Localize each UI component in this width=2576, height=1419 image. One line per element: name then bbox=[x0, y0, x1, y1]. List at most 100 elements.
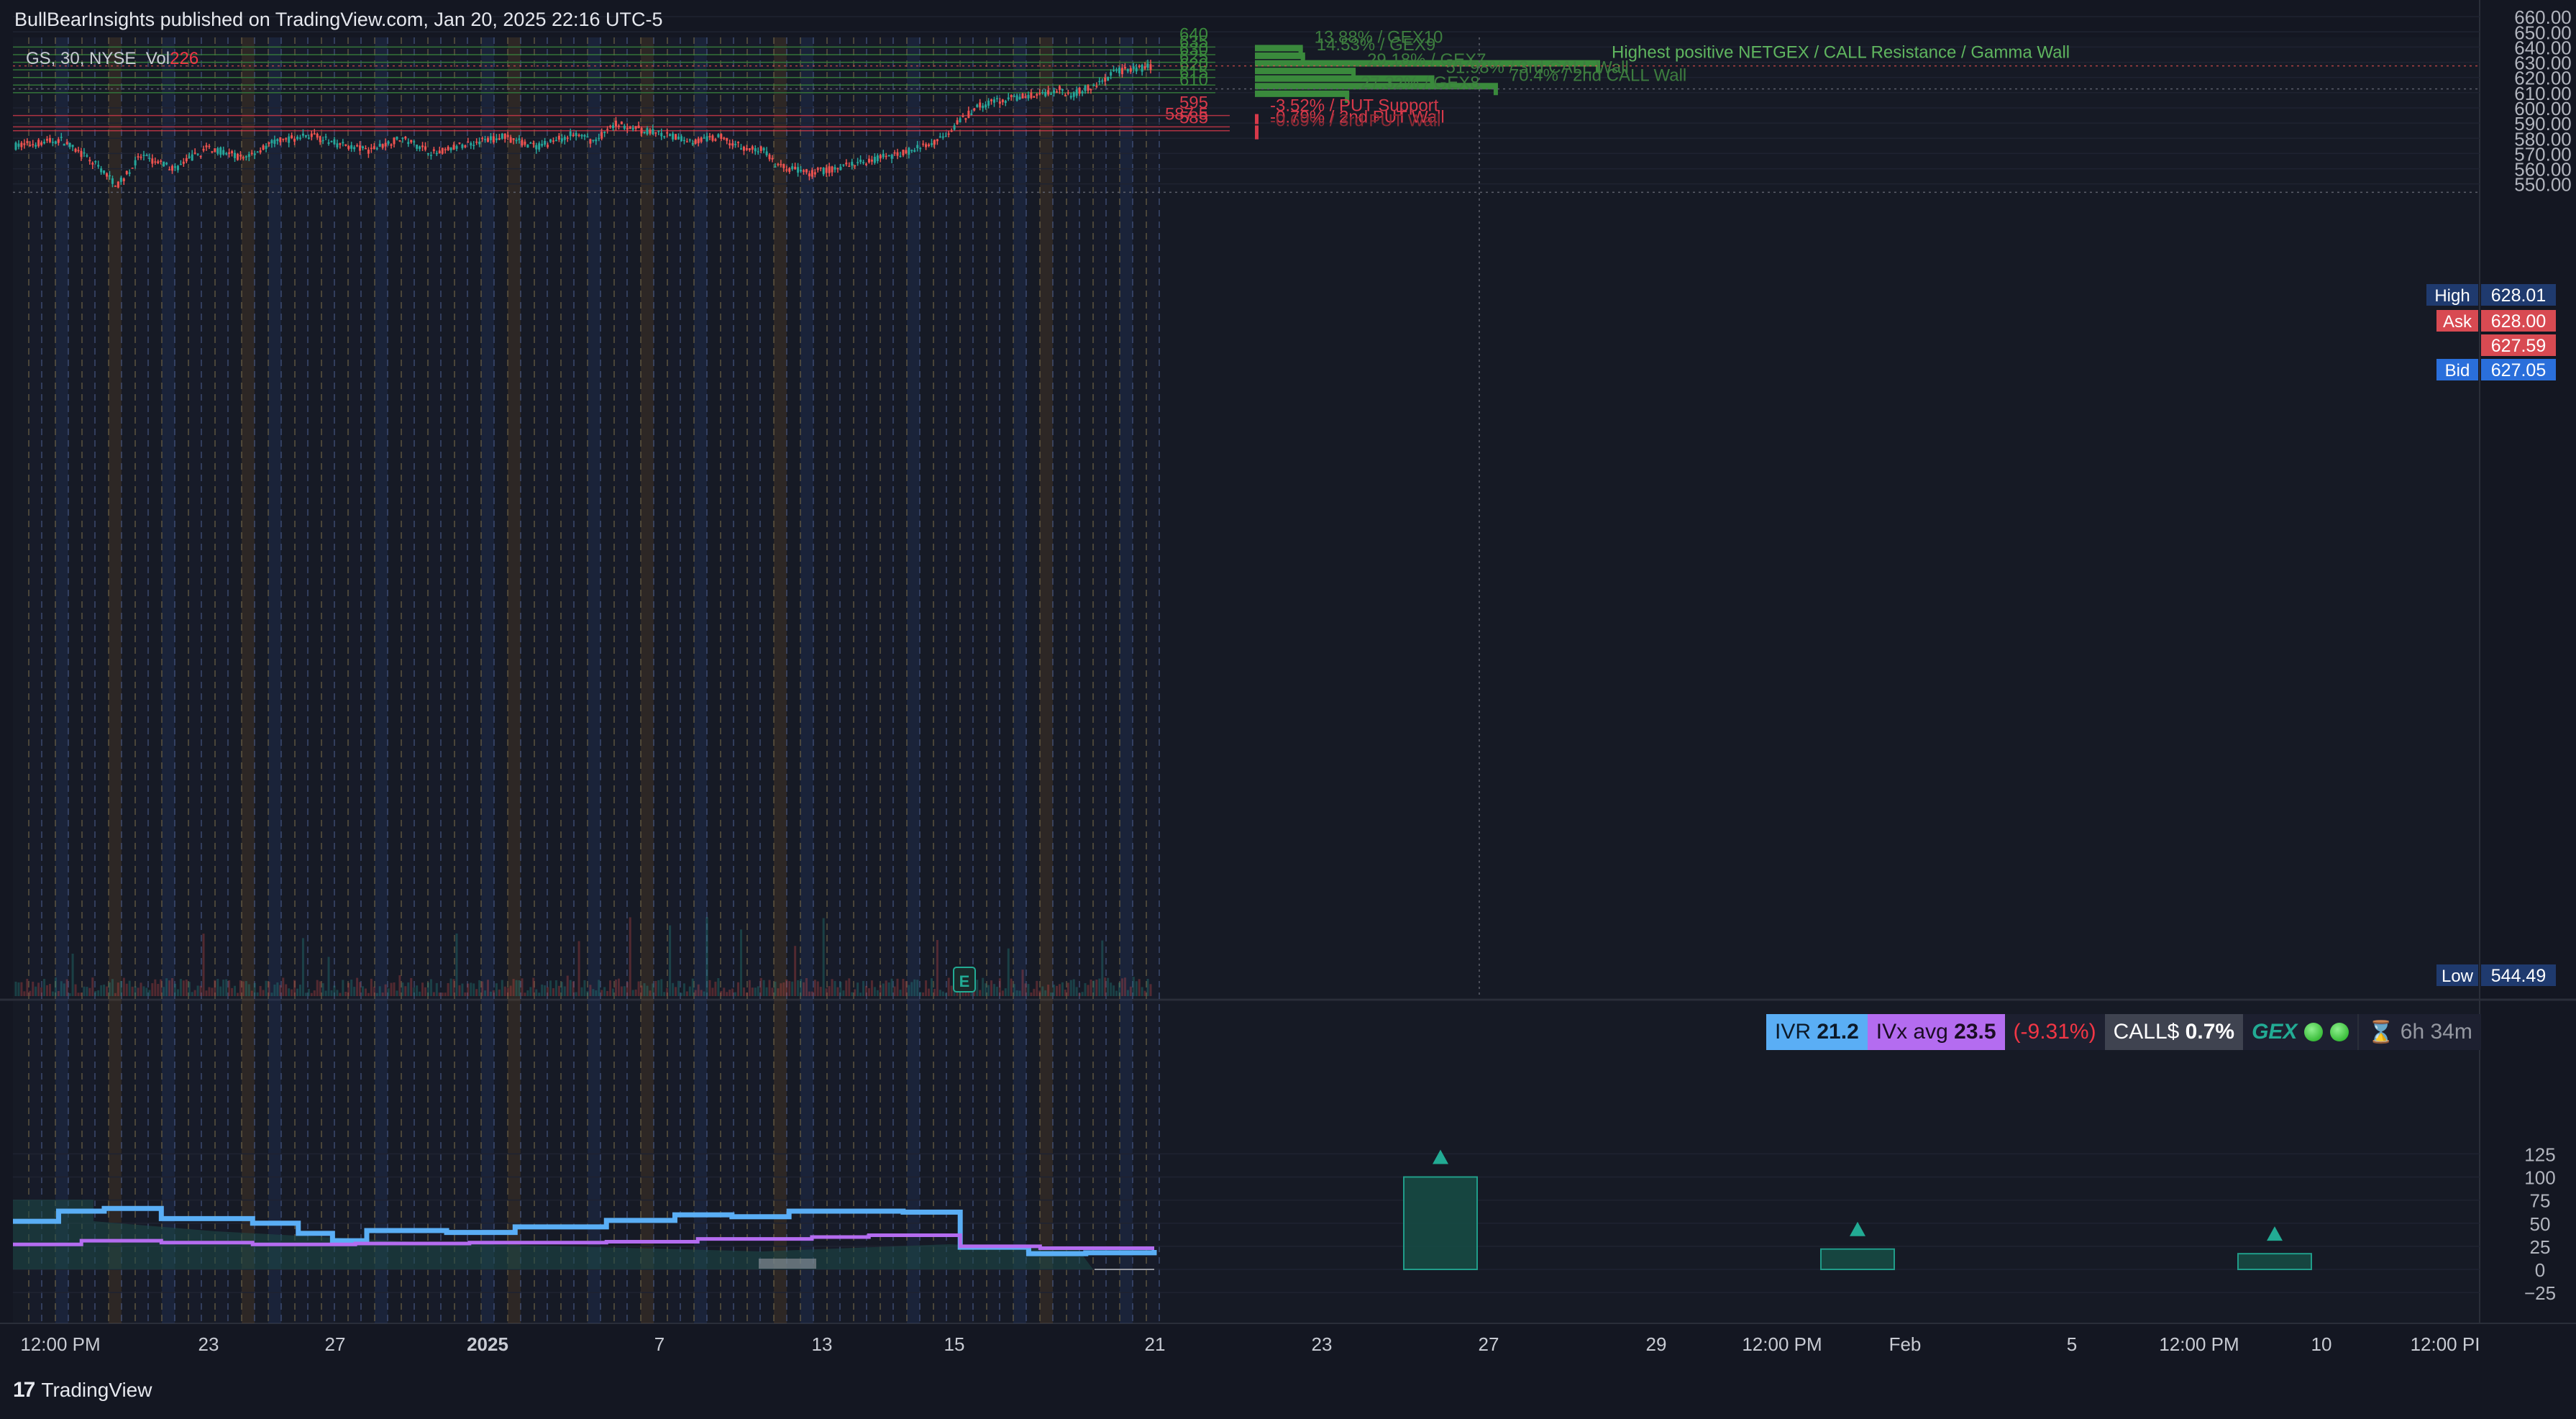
bid-price-badge-label: Bid bbox=[2445, 361, 2470, 380]
candle-body bbox=[811, 170, 813, 177]
candle-body bbox=[1090, 89, 1092, 91]
candle-body bbox=[410, 140, 412, 142]
candle-body bbox=[461, 145, 463, 148]
candle-body bbox=[1041, 92, 1043, 93]
candle-body bbox=[490, 136, 492, 140]
candle-body bbox=[1008, 97, 1010, 99]
volume-bar bbox=[785, 980, 787, 996]
volume-bar bbox=[367, 993, 370, 996]
volume-bar bbox=[948, 978, 950, 996]
put-bar-tick bbox=[1255, 129, 1259, 140]
volume-bar bbox=[1073, 979, 1075, 996]
candle-body bbox=[990, 99, 992, 101]
candle-body bbox=[260, 150, 262, 152]
candle-body bbox=[222, 150, 224, 155]
candle-body bbox=[754, 148, 757, 151]
candle-body bbox=[624, 126, 626, 129]
candle-body bbox=[188, 157, 191, 158]
volume-bar bbox=[339, 993, 341, 996]
volume-bar bbox=[874, 987, 876, 996]
volume-bar bbox=[769, 980, 771, 996]
candle-body bbox=[15, 142, 17, 150]
volume-bar bbox=[1064, 990, 1067, 996]
time-tick-label: 23 bbox=[198, 1333, 219, 1355]
gex-level-label: Highest positive NETGEX / CALL Resistanc… bbox=[1612, 43, 2070, 63]
candle-body bbox=[493, 136, 495, 142]
session-band bbox=[55, 37, 68, 1323]
volume-bar bbox=[731, 989, 734, 996]
volume-bar bbox=[1059, 984, 1061, 996]
volume-bar bbox=[32, 982, 34, 996]
candle-body bbox=[20, 142, 22, 147]
candle-body bbox=[933, 140, 936, 145]
volume-bar bbox=[993, 984, 995, 996]
candle-body bbox=[145, 155, 147, 157]
volume-bar bbox=[456, 934, 458, 996]
volume-bar bbox=[535, 989, 537, 996]
volume-bar bbox=[344, 992, 347, 996]
candle-body bbox=[436, 153, 438, 155]
candle-body bbox=[513, 138, 515, 140]
candle-body bbox=[874, 157, 876, 163]
volume-bar bbox=[666, 988, 668, 996]
candle-body bbox=[583, 135, 585, 137]
ivr-value: 21.2 bbox=[1817, 1020, 1858, 1044]
candle-body bbox=[507, 135, 509, 137]
candle-body bbox=[948, 134, 950, 135]
ivr-badge: IVR 21.2 bbox=[1766, 1014, 1868, 1050]
volume-bar bbox=[69, 993, 71, 996]
volume-bar bbox=[794, 946, 796, 996]
volume-bar bbox=[925, 980, 927, 996]
volume-bar bbox=[37, 982, 40, 996]
candle-body bbox=[1082, 91, 1084, 93]
volume-bar bbox=[538, 993, 540, 996]
candle-body bbox=[94, 161, 96, 163]
candle-body bbox=[868, 159, 870, 163]
volume-bar bbox=[714, 982, 716, 996]
candle-body bbox=[279, 137, 281, 142]
volume-bar bbox=[894, 987, 896, 996]
volume-bar bbox=[1104, 977, 1106, 996]
volume-bar bbox=[581, 987, 583, 996]
volume-bar bbox=[823, 918, 825, 996]
volume-bar bbox=[848, 978, 850, 996]
tradingview-brand[interactable]: 17 TradingView bbox=[13, 1378, 152, 1402]
candle-body bbox=[931, 143, 933, 145]
volume-bar bbox=[1016, 990, 1018, 996]
volume-bar bbox=[891, 979, 893, 996]
volume-bar bbox=[519, 980, 521, 996]
volume-bar bbox=[401, 982, 403, 996]
candle-body bbox=[529, 142, 531, 144]
volume-bar bbox=[1130, 987, 1132, 996]
symbol-legend[interactable]: GS, 30, NYSE Vol226 bbox=[26, 49, 198, 69]
candle-body bbox=[299, 137, 301, 139]
candle-body bbox=[618, 126, 620, 127]
candle-body bbox=[880, 155, 882, 159]
volume-bar bbox=[365, 988, 367, 996]
candle-body bbox=[538, 143, 540, 150]
volume-bar bbox=[660, 979, 662, 996]
candle-body bbox=[504, 134, 506, 140]
volume-bar bbox=[657, 980, 659, 996]
candle-body bbox=[1038, 93, 1041, 95]
volume-bar bbox=[689, 987, 691, 996]
volume-bar bbox=[1113, 985, 1115, 996]
volume-bar bbox=[382, 993, 384, 996]
candle-body bbox=[877, 155, 879, 161]
volume-bar bbox=[270, 993, 273, 996]
volume-bar bbox=[174, 984, 176, 996]
candle-body bbox=[692, 143, 694, 145]
volume-bar bbox=[624, 986, 626, 996]
candle-body bbox=[52, 142, 54, 143]
gex-badge: GEX bbox=[2243, 1014, 2357, 1050]
volume-bar bbox=[86, 987, 88, 996]
volume-bar bbox=[982, 978, 984, 996]
candle-body bbox=[91, 163, 93, 164]
volume-bar bbox=[168, 980, 170, 996]
session-band bbox=[588, 37, 600, 1323]
volume-bar bbox=[826, 988, 828, 996]
volume-value: 226 bbox=[170, 49, 198, 68]
candle-body bbox=[695, 140, 697, 144]
